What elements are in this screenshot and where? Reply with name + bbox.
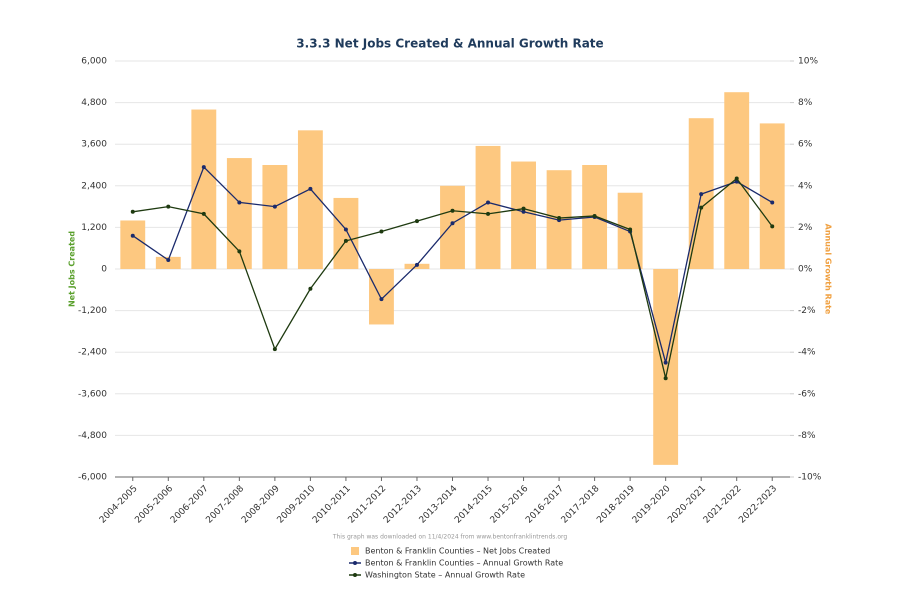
point bbox=[272, 347, 277, 352]
point bbox=[201, 211, 206, 216]
point bbox=[770, 224, 775, 229]
point bbox=[521, 209, 526, 214]
point bbox=[450, 221, 455, 226]
point bbox=[166, 258, 171, 263]
point bbox=[343, 238, 348, 243]
y2-tick-label: 10% bbox=[798, 57, 818, 67]
point bbox=[201, 165, 206, 170]
point bbox=[130, 209, 135, 214]
y-tick-label: 3,600 bbox=[81, 140, 107, 150]
point bbox=[521, 206, 526, 211]
y2-tick-label: -4% bbox=[798, 348, 816, 358]
y-tick-label: 0 bbox=[101, 265, 107, 275]
legend-swatch bbox=[353, 561, 357, 565]
y-tick-label: 6,000 bbox=[81, 57, 107, 67]
bar bbox=[440, 185, 465, 269]
y2-tick-label: 0% bbox=[798, 265, 813, 275]
point bbox=[663, 376, 668, 381]
y-tick-label: 4,800 bbox=[81, 98, 107, 108]
bar bbox=[511, 161, 536, 269]
chart-title: 3.3.3 Net Jobs Created & Annual Growth R… bbox=[296, 37, 603, 51]
bar bbox=[297, 130, 323, 269]
point bbox=[414, 262, 419, 267]
note: This graph was downloaded on 11/4/2024 f… bbox=[332, 534, 568, 541]
point bbox=[308, 186, 313, 191]
y-tick-label: -3,600 bbox=[78, 389, 107, 399]
y2-tick-label: -6% bbox=[798, 389, 816, 399]
x-tick-label: 2022-2023 bbox=[737, 484, 779, 526]
point bbox=[130, 233, 135, 238]
point bbox=[343, 227, 348, 232]
point bbox=[308, 286, 313, 291]
y-tick-label: -2,400 bbox=[78, 348, 107, 358]
point bbox=[486, 211, 491, 216]
y-tick-label: -1,200 bbox=[78, 306, 107, 316]
legend-item[interactable]: Benton & Franklin Counties – Net Jobs Cr… bbox=[351, 547, 550, 556]
point bbox=[237, 200, 242, 205]
legend-item[interactable]: Benton & Franklin Counties – Annual Grow… bbox=[349, 559, 563, 568]
point bbox=[237, 249, 242, 254]
point bbox=[699, 205, 704, 210]
y-tick-label: -6,000 bbox=[78, 473, 107, 483]
bar bbox=[120, 220, 146, 269]
y2-tick-label: 2% bbox=[798, 223, 813, 233]
bar bbox=[653, 269, 679, 465]
y2-tick-label: 4% bbox=[798, 181, 813, 191]
bar bbox=[262, 165, 288, 269]
y-axis-title: Net Jobs Created bbox=[68, 231, 77, 307]
bar bbox=[759, 123, 785, 270]
point bbox=[450, 208, 455, 213]
y2-tick-label: 6% bbox=[798, 140, 813, 150]
y-tick-label: -4,800 bbox=[78, 431, 107, 441]
point bbox=[628, 227, 633, 232]
point bbox=[557, 216, 562, 221]
y-tick-label: 2,400 bbox=[81, 181, 107, 191]
point bbox=[272, 204, 277, 209]
y2-tick-label: -8% bbox=[798, 431, 816, 441]
y2-tick-label: -10% bbox=[798, 473, 822, 483]
point bbox=[734, 176, 739, 181]
bar bbox=[333, 197, 359, 269]
legend-swatch bbox=[351, 547, 359, 555]
legend-item[interactable]: Washington State – Annual Growth Rate bbox=[349, 571, 525, 580]
point bbox=[379, 229, 384, 234]
bar bbox=[369, 269, 394, 325]
point bbox=[663, 360, 668, 365]
legend-label: Benton & Franklin Counties – Annual Grow… bbox=[365, 559, 563, 568]
bar bbox=[155, 256, 181, 269]
legend-swatch bbox=[353, 573, 357, 577]
y2-tick-label: 8% bbox=[798, 98, 813, 108]
legend-label: Benton & Franklin Counties – Net Jobs Cr… bbox=[365, 547, 550, 556]
point bbox=[414, 219, 419, 224]
y2-tick-label: -2% bbox=[798, 306, 816, 316]
point bbox=[770, 200, 775, 205]
y-tick-label: 1,200 bbox=[81, 223, 107, 233]
y2-axis-title: Annual Growth Rate bbox=[824, 224, 833, 315]
legend-label: Washington State – Annual Growth Rate bbox=[365, 571, 525, 580]
point bbox=[379, 297, 384, 302]
point bbox=[592, 213, 597, 218]
point bbox=[486, 200, 491, 205]
point bbox=[166, 204, 171, 209]
point bbox=[699, 192, 704, 197]
